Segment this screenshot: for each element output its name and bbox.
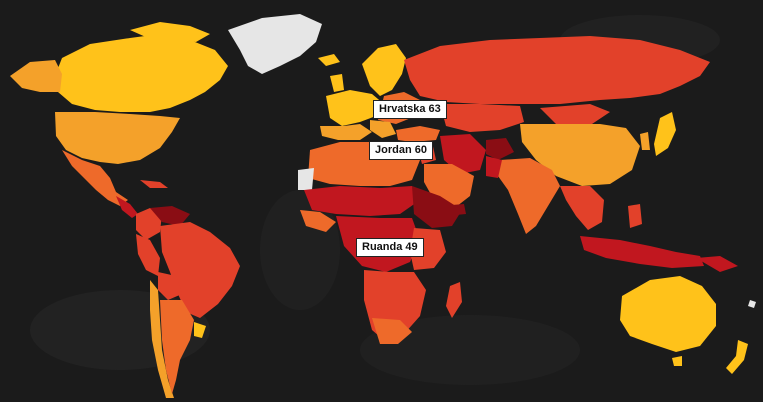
region-pakistan: [486, 156, 502, 178]
region-new-zealand: [726, 340, 748, 374]
region-mongolia: [540, 104, 610, 124]
region-indonesia: [580, 236, 704, 268]
region-colombia: [136, 208, 162, 240]
region-west-coast: [300, 210, 336, 232]
region-western-europe: [326, 90, 384, 126]
region-mexico: [62, 150, 128, 206]
region-peru: [136, 234, 160, 276]
region-southeast-asia: [560, 186, 604, 230]
country-label-ruanda: Ruanda 49: [356, 238, 424, 257]
region-korea: [640, 132, 650, 150]
region-madagascar: [446, 282, 462, 318]
region-russia: [404, 36, 710, 104]
region-australia: [620, 276, 716, 352]
region-bolivia: [158, 272, 182, 300]
region-caribbean: [140, 180, 168, 188]
region-japan: [654, 112, 676, 156]
region-alaska: [10, 60, 62, 92]
region-new-caledonia: [748, 300, 756, 308]
region-usa: [55, 112, 180, 164]
region-sahel: [304, 186, 420, 216]
region-canada: [55, 34, 228, 112]
region-south-africa: [372, 318, 412, 344]
region-central-asia: [440, 104, 524, 132]
region-southern-europe: [320, 124, 372, 140]
region-western-sahara: [298, 168, 314, 190]
region-uruguay: [194, 322, 206, 338]
region-uk: [330, 74, 344, 92]
region-chile: [150, 280, 174, 398]
region-east-africa-horn: [412, 186, 462, 228]
region-balkans: [370, 120, 396, 138]
region-venezuela: [150, 206, 190, 226]
region-afghanistan: [486, 138, 514, 160]
region-argentina: [160, 300, 194, 394]
region-iceland: [318, 54, 340, 66]
country-label-jordan: Jordan 60: [369, 141, 433, 160]
region-canada-islands: [130, 22, 210, 42]
region-papua: [696, 256, 738, 272]
region-philippines: [628, 204, 642, 228]
region-turkey: [396, 126, 440, 142]
region-greenland: [228, 14, 322, 74]
country-label-hrvatska: Hrvatska 63: [373, 100, 447, 119]
region-india: [498, 158, 560, 234]
region-tasmania: [672, 356, 682, 366]
region-scandinavia: [362, 44, 406, 96]
region-central-america: [116, 196, 138, 218]
